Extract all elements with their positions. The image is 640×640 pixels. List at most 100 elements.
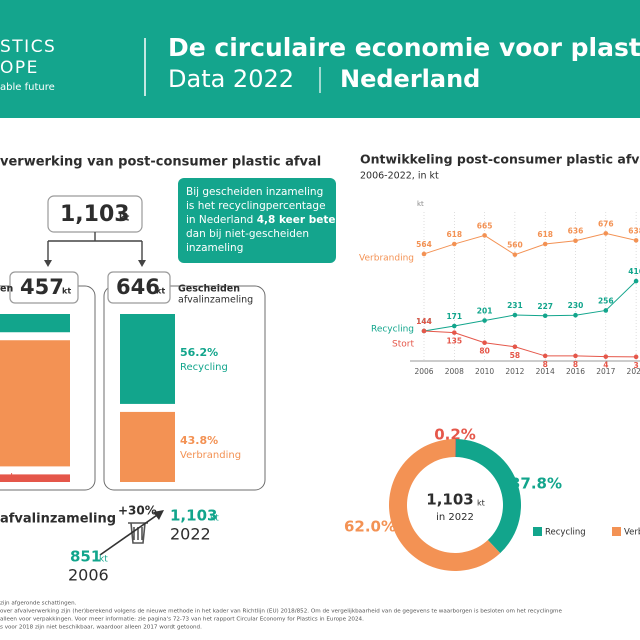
data-point (421, 328, 427, 334)
legend-swatch (533, 527, 542, 536)
data-point (482, 340, 487, 346)
footnote: s voor 2018 zijn niet beschikbaar, waard… (0, 625, 202, 631)
page-title: De circulaire economie voor plastic (168, 33, 640, 62)
bar-segment (0, 474, 70, 482)
data-label: 230 (568, 301, 584, 310)
data-label: 618 (446, 230, 462, 239)
data-point (542, 313, 548, 319)
x-tick-label: 2014 (536, 367, 555, 376)
section-title: verwerking van post-consumer plastic afv… (0, 155, 321, 170)
data-point (573, 238, 578, 244)
series-label: Recycling (371, 325, 414, 335)
non-separated-value: 457 (20, 275, 64, 299)
center-value: 1,103 (426, 491, 473, 509)
value-label: 56.2% (180, 346, 218, 359)
data-point (512, 252, 518, 257)
data-label: 231 (507, 301, 523, 310)
value-label: 62.0% (344, 518, 396, 536)
data-point (421, 251, 427, 257)
data-label: 227 (537, 302, 553, 311)
data-label: 665 (477, 221, 493, 230)
now-year: 2022 (170, 525, 211, 544)
data-point (452, 330, 457, 335)
bar-segment (0, 314, 70, 333)
data-point (633, 238, 639, 243)
data-point (452, 241, 457, 247)
split-arrows (44, 260, 146, 267)
data-label: 676 (598, 219, 614, 228)
center-caption: in 2022 (436, 512, 474, 523)
series-label: Stort (392, 340, 414, 350)
donut-hole (408, 458, 502, 552)
value-box (9, 271, 79, 304)
data-label: 636 (568, 227, 584, 236)
data-point (633, 354, 639, 360)
chart-subtitle: 2006-2022, in kt (360, 171, 439, 182)
separated-label: Gescheiden (178, 284, 240, 295)
callout-emphasis: 4,8 keer beter (257, 214, 342, 226)
data-label: 201 (477, 307, 493, 316)
legend-label: Recycling (545, 528, 586, 538)
total-value: 1,103 (60, 202, 130, 227)
data-point (452, 323, 457, 329)
data-point (482, 318, 487, 323)
data-label: 416 (628, 267, 640, 276)
data-label: 135 (446, 337, 462, 346)
separated-unit: kt (156, 287, 165, 296)
logo-text: STICS (0, 37, 56, 57)
data-label: 8 (543, 360, 548, 369)
data-point (542, 353, 548, 359)
footnote: over afvalverwerking zijn (her)berekend … (0, 609, 562, 615)
then-unit: kt (99, 555, 108, 565)
header-band (0, 0, 640, 118)
data-point (482, 233, 487, 238)
data-label: 564 (416, 240, 432, 249)
data-label: 560 (507, 241, 523, 250)
series-line (423, 280, 637, 332)
callout-line: inzameling (186, 242, 243, 254)
series-label: Verbranding (359, 254, 414, 264)
legend-swatch (612, 527, 621, 536)
data-point (603, 354, 609, 359)
callout-box (178, 178, 336, 263)
bar-segment (0, 340, 70, 467)
value-box (107, 271, 171, 304)
series-line (423, 330, 637, 358)
series-label: Recycling (180, 362, 228, 373)
data-point (633, 278, 639, 284)
then-value: 851 (70, 548, 101, 566)
footnote: zijn afgeronde schattingen. (0, 601, 77, 607)
non-separated-label: en (0, 284, 13, 295)
logo-tagline: able future (0, 82, 55, 93)
country: Nederland (340, 65, 480, 93)
callout-line: is het recyclingpercentage (186, 200, 326, 212)
now-unit: kt (210, 514, 219, 524)
data-point (603, 308, 609, 313)
x-tick-label: 2012 (505, 367, 524, 376)
data-point (512, 312, 518, 318)
callout-line: in Nederland (186, 214, 257, 226)
center-unit: kt (477, 499, 485, 508)
data-label: 144 (416, 317, 432, 326)
callout-line: Bij gescheiden inzameling (186, 186, 323, 198)
callout-line: dan bij niet-gescheiden (186, 228, 309, 240)
data-point (573, 312, 578, 318)
bin-icon (99, 510, 164, 556)
chart-title: Ontwikkeling post-consumer plastic afval… (360, 152, 640, 167)
y-unit: kt (417, 200, 424, 208)
panel-outline (103, 285, 266, 491)
data-label: 144 (416, 317, 432, 326)
logo-text: OPE (0, 58, 39, 78)
data-label: 638 (628, 226, 640, 235)
data-point (573, 353, 578, 359)
x-tick-label: 2008 (445, 367, 464, 376)
x-tick-label: 2020 (627, 367, 640, 376)
x-tick-label: 2006 (414, 367, 433, 376)
non-separated-unit: kt (62, 287, 71, 296)
series-line (423, 232, 637, 256)
then-year: 2006 (68, 566, 109, 585)
data-label: 4 (603, 361, 608, 370)
x-tick-label: 2010 (475, 367, 494, 376)
x-tick-label: 2016 (566, 367, 585, 376)
